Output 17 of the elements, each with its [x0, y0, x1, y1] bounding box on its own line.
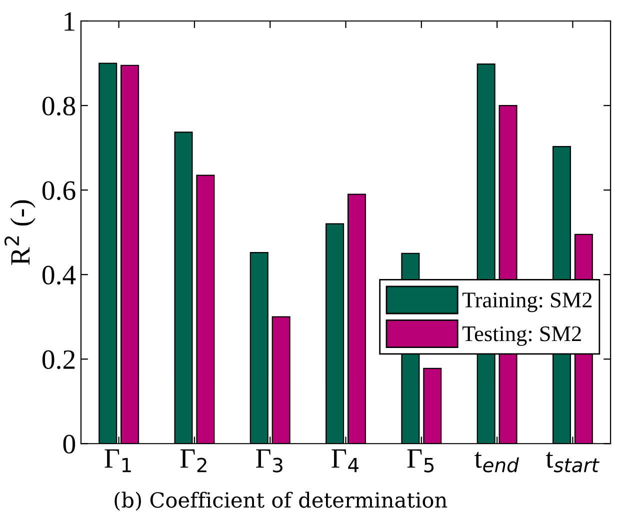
x-tick-label: Γ$_{1}$: [104, 449, 131, 472]
x-tick-label: Γ$_{3}$: [256, 449, 282, 472]
y-tick-label: 0.8: [42, 96, 76, 116]
y-tick-label: 1: [64, 12, 74, 31]
x-tick-label: Γ$_{5}$: [407, 449, 434, 472]
y-tick-label: 0.4: [42, 266, 76, 285]
text: (b) Coefficient of determination: [114, 492, 448, 511]
legend-label: Training: SM2: [462, 292, 592, 312]
legend-label: Testing: SM2: [462, 326, 581, 346]
y-axis-title: R$^{2}$ (-): [4, 200, 36, 265]
x-tick-label: t$_{start}$: [546, 452, 600, 472]
x-tick-label: Γ$_{2}$: [180, 449, 206, 472]
y-tick-label: 0.6: [42, 181, 76, 200]
x-tick-label: t$_{end}$: [474, 452, 519, 472]
y-tick-label: 0.2: [42, 350, 75, 370]
x-tick-label: Γ$_{4}$: [332, 449, 359, 472]
y-tick-label: 0: [63, 434, 76, 454]
